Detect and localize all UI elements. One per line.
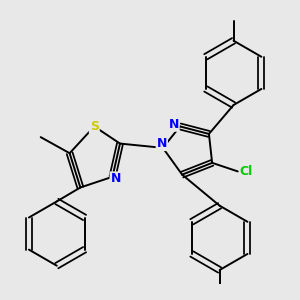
Text: S: S <box>90 120 99 133</box>
Text: N: N <box>157 137 167 150</box>
Text: N: N <box>110 172 121 185</box>
Text: N: N <box>168 118 179 131</box>
Text: Cl: Cl <box>240 165 253 178</box>
